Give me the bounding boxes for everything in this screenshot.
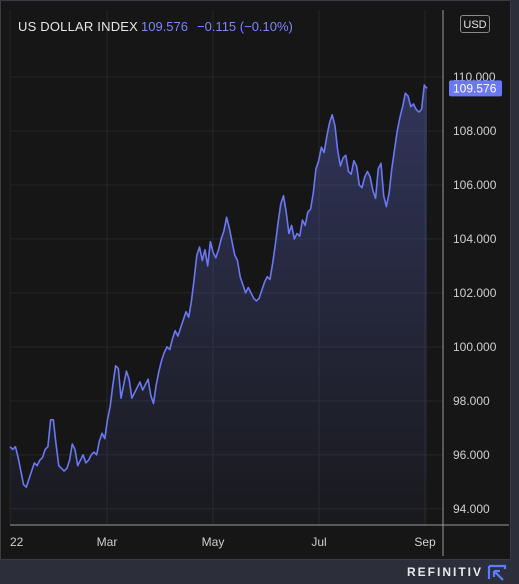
price-line[interactable] — [9, 84, 428, 489]
index-title: US DOLLAR INDEX — [18, 19, 139, 34]
y-tick-label: 102.000 — [453, 286, 497, 300]
time-axis-ticks: 22 Mar May Jul Sep — [10, 535, 436, 549]
x-tick-label: 22 — [10, 535, 24, 549]
brand-logo-text: REFINITIV — [407, 565, 484, 579]
last-price-label: 109.576 — [449, 80, 502, 97]
x-tick-label: Jul — [311, 535, 326, 549]
y-tick-label: 104.000 — [453, 232, 497, 246]
x-tick-label: Sep — [414, 535, 436, 549]
currency-button[interactable]: USD — [460, 15, 490, 33]
last-price-label-text: 109.576 — [453, 81, 497, 95]
y-tick-label: 108.000 — [453, 124, 497, 138]
y-tick-label: 94.000 — [453, 502, 490, 516]
y-tick-label: 100.000 — [453, 340, 497, 354]
last-price: 109.576 — [141, 19, 188, 34]
y-tick-label: 96.000 — [453, 448, 490, 462]
x-tick-label: May — [202, 535, 225, 549]
price-axis-ticks: 94.000 96.000 98.000 100.000 102.000 104.000 1… — [453, 70, 497, 516]
last-price-label-bg — [449, 80, 502, 97]
y-tick-label: 106.000 — [453, 178, 497, 192]
x-tick-label: Mar — [97, 535, 118, 549]
refinitiv-logo-icon — [487, 564, 507, 581]
y-tick-label: 98.000 — [453, 394, 490, 408]
price-area-fill — [10, 85, 427, 525]
price-change: −0.115 (−0.10%) — [197, 19, 293, 34]
